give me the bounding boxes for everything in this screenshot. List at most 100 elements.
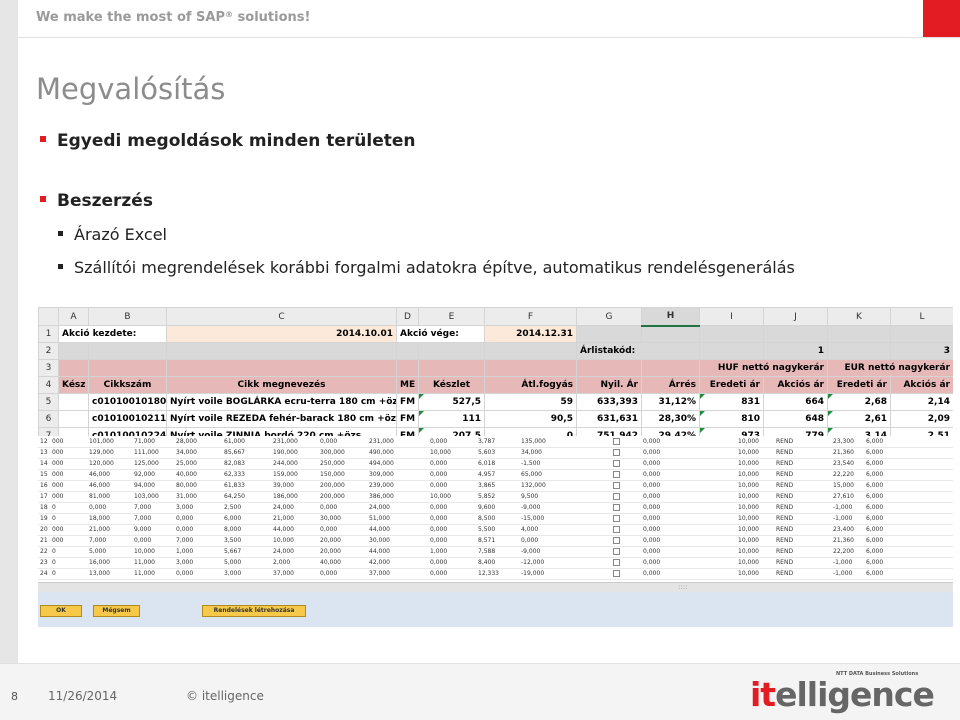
create-orders-button[interactable]: Rendelések létrehozása (202, 605, 306, 617)
corner-cell[interactable] (38, 307, 59, 326)
header-eur-sale[interactable]: Akciós ár (890, 376, 953, 394)
row-select-checkbox[interactable] (613, 438, 620, 445)
cell[interactable] (890, 325, 953, 343)
sap-grid-row[interactable]: 19 0 18,000 7,000 0,000 6,000 21,000 30,000 51,0… (38, 513, 953, 525)
cell[interactable] (58, 359, 89, 377)
sap-grid-row[interactable]: 21 000 7,000 0,000 7,000 3,500 10,000 20,000 30,… (38, 535, 953, 547)
sku-cell[interactable]: c01010010180 (88, 393, 167, 411)
row-number[interactable]: 1 (38, 325, 59, 343)
row-select-checkbox[interactable] (613, 449, 620, 456)
sap-grid-row[interactable]: 14 000 120,000 125,000 25,000 82,083 244,000 25… (38, 458, 953, 470)
sap-grid-row[interactable]: 12 000 101,000 71,000 28,000 61,000 231,000 0,0… (38, 436, 953, 448)
stock-cell[interactable]: 111 (418, 410, 485, 428)
cell[interactable] (827, 325, 891, 343)
eur-original-cell[interactable]: 2,61 (827, 410, 891, 428)
sap-grid-row[interactable]: 23 0 16,000 11,000 3,000 5,000 2,000 40,000 42,0… (38, 557, 953, 569)
cell[interactable] (484, 342, 577, 360)
cell[interactable] (88, 342, 167, 360)
grid-scrollbar[interactable]: :::: (38, 582, 953, 592)
cell[interactable] (763, 325, 828, 343)
cell[interactable] (418, 359, 485, 377)
header-list-price[interactable]: Nyil. Ár (576, 376, 642, 394)
cell[interactable] (166, 359, 397, 377)
huf-sale-cell[interactable]: 648 (763, 410, 828, 428)
list-price-cell[interactable]: 631,631 (576, 410, 642, 428)
price-list-code-eur[interactable]: 3 (890, 342, 953, 360)
stock-cell[interactable]: 527,5 (418, 393, 485, 411)
unit-cell[interactable]: FM (396, 393, 419, 411)
row-select-checkbox[interactable] (613, 482, 620, 489)
cell[interactable] (641, 359, 700, 377)
col-header-l[interactable]: L (890, 307, 953, 326)
eur-sale-cell[interactable]: 2,09 (890, 410, 953, 428)
huf-original-cell[interactable]: 831 (699, 393, 764, 411)
header-item-name[interactable]: Cikk megnevezés (166, 376, 397, 394)
col-header-e[interactable]: E (418, 307, 485, 326)
item-name-cell[interactable]: Nyírt voile BOGLÁRKA ecru-terra 180 cm +… (166, 393, 397, 411)
row-select-checkbox[interactable] (613, 460, 620, 467)
sap-grid-row[interactable]: 20 000 21,000 9,000 0,000 8,000 44,000 0,000 44,… (38, 524, 953, 536)
row-select-checkbox[interactable] (613, 493, 620, 500)
row-select-checkbox[interactable] (613, 504, 620, 511)
col-header-h[interactable]: H (641, 307, 700, 327)
action-end-label[interactable]: Akció vége: (396, 325, 485, 343)
row-number[interactable]: 5 (38, 393, 59, 411)
row-select-checkbox[interactable] (613, 526, 620, 533)
col-header-d[interactable]: D (396, 307, 419, 326)
huf-group-header[interactable]: HUF nettó nagykerár (699, 359, 828, 377)
cell[interactable] (396, 342, 419, 360)
list-price-cell[interactable]: 633,393 (576, 393, 642, 411)
row-select-checkbox[interactable] (613, 559, 620, 566)
cell[interactable] (699, 342, 764, 360)
unit-cell[interactable]: FM (396, 410, 419, 428)
cell[interactable] (58, 410, 89, 428)
row-select-checkbox[interactable] (613, 570, 620, 577)
row-select-checkbox[interactable] (613, 471, 620, 478)
col-header-i[interactable]: I (699, 307, 764, 326)
header-sku[interactable]: Cikkszám (88, 376, 167, 394)
ok-button[interactable]: OK (40, 605, 82, 617)
avg-consumption-cell[interactable]: 59 (484, 393, 577, 411)
header-ready[interactable]: Kész (58, 376, 89, 394)
row-select-checkbox[interactable] (613, 515, 620, 522)
col-header-g[interactable]: G (576, 307, 642, 326)
row-number[interactable]: 2 (38, 342, 59, 360)
price-list-code-huf[interactable]: 1 (763, 342, 828, 360)
row-number[interactable]: 3 (38, 359, 59, 377)
col-header-c[interactable]: C (166, 307, 397, 326)
cell[interactable] (484, 359, 577, 377)
header-stock[interactable]: Készlet (418, 376, 485, 394)
header-margin[interactable]: Árrés (641, 376, 700, 394)
row-number[interactable]: 6 (38, 410, 59, 428)
header-eur-original[interactable]: Eredeti ár (827, 376, 891, 394)
col-header-a[interactable]: A (58, 307, 89, 326)
sap-grid-row[interactable]: 16 000 46,000 94,000 80,000 61,833 39,000 200,0… (38, 480, 953, 492)
cell[interactable] (58, 393, 89, 411)
header-huf-original[interactable]: Eredeti ár (699, 376, 764, 394)
header-huf-sale[interactable]: Akciós ár (763, 376, 828, 394)
col-header-f[interactable]: F (484, 307, 577, 326)
col-header-b[interactable]: B (88, 307, 167, 326)
action-start-label[interactable]: Akció kezdete: (58, 325, 167, 343)
cell[interactable] (166, 342, 397, 360)
action-end-date[interactable]: 2014.12.31 (484, 325, 577, 343)
header-avg-consumption[interactable]: Átl.fogyás (484, 376, 577, 394)
header-unit[interactable]: ME (396, 376, 419, 394)
cell[interactable] (88, 359, 167, 377)
sap-grid-row[interactable]: 24 0 13,000 11,000 0,000 3,000 37,000 0,000 37,0… (38, 568, 953, 580)
sap-grid-row[interactable]: 13 000 129,000 111,000 34,000 85,667 190,000 30… (38, 447, 953, 459)
sap-grid-row[interactable]: 17 000 81,000 103,000 31,000 64,250 186,000 200… (38, 491, 953, 503)
row-number[interactable]: 4 (38, 376, 59, 394)
margin-cell[interactable]: 28,30% (641, 410, 700, 428)
sap-grid-row[interactable]: 18 0 0,000 7,000 3,000 2,500 24,000 0,000 24,000… (38, 502, 953, 514)
eur-group-header[interactable]: EUR nettó nagykerár (827, 359, 953, 377)
row-select-checkbox[interactable] (613, 537, 620, 544)
cell[interactable] (418, 342, 485, 360)
row-select-checkbox[interactable] (613, 548, 620, 555)
col-header-j[interactable]: J (763, 307, 828, 326)
action-start-date[interactable]: 2014.10.01 (166, 325, 397, 343)
cell[interactable] (827, 342, 891, 360)
sku-cell[interactable]: c01010010211 (88, 410, 167, 428)
col-header-k[interactable]: K (827, 307, 891, 326)
cancel-button[interactable]: Mégsem (93, 605, 140, 617)
